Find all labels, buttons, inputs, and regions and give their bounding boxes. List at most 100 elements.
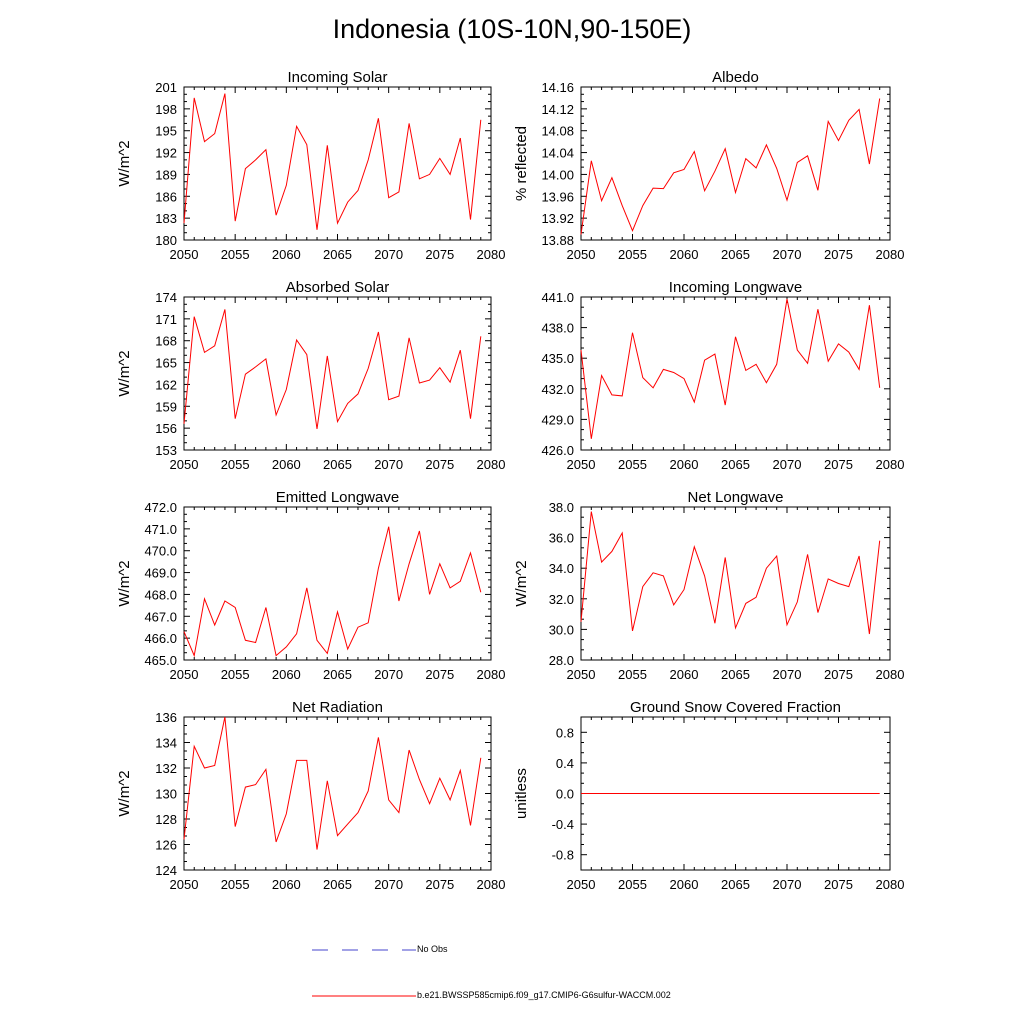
panel-title: Ground Snow Covered Fraction (630, 699, 841, 716)
x-tick-label: 2065 (721, 247, 750, 262)
panel-4: Emitted Longwave W/m^2 2050 2055 2060 2065 207… (116, 489, 505, 682)
x-tick-label: 2070 (773, 667, 802, 682)
y-tick-label: -0.4 (552, 817, 574, 832)
y-tick-label: 466.0 (144, 631, 177, 646)
y-tick-label: 189 (155, 167, 177, 182)
x-tick-label: 2080 (477, 877, 506, 892)
x-tick-label: 2070 (374, 247, 403, 262)
x-tick-label: 2055 (618, 457, 647, 472)
x-tick-label: 2080 (477, 667, 506, 682)
x-tick-label: 2060 (272, 877, 301, 892)
y-tick-label: 0.0 (556, 787, 574, 802)
y-tick-label: 153 (155, 443, 177, 458)
panel-6: Net Radiation W/m^2 2050 2055 2060 2065 2070 20… (116, 699, 505, 892)
x-tick-label: 2060 (272, 457, 301, 472)
y-tick-label: 467.0 (144, 609, 177, 624)
plot-frame (183, 716, 492, 871)
y-tick-label: 426.0 (541, 443, 574, 458)
x-tick-label: 2080 (477, 247, 506, 262)
y-tick-label: 38.0 (549, 500, 574, 515)
x-tick-label: 2070 (374, 667, 403, 682)
x-tick-label: 2075 (425, 247, 454, 262)
y-tick-label: 435.0 (541, 351, 574, 366)
x-tick-label: 2075 (425, 877, 454, 892)
x-tick-label: 2055 (618, 877, 647, 892)
y-tick-label: 201 (155, 80, 177, 95)
x-tick-label: 2075 (824, 877, 853, 892)
y-tick-label: 0.4 (556, 756, 574, 771)
panel-2: Absorbed Solar W/m^2 2050 2055 2060 2065 2070 2… (116, 279, 505, 472)
x-tick-label: 2080 (477, 457, 506, 472)
x-tick-label: 2055 (618, 667, 647, 682)
y-tick-label: 168 (155, 334, 177, 349)
x-tick-label: 2075 (824, 247, 853, 262)
y-tick-label: 472.0 (144, 500, 177, 515)
y-tick-label: 432.0 (541, 382, 574, 397)
x-tick-label: 2050 (170, 247, 199, 262)
y-tick-label: 174 (155, 290, 177, 305)
y-axis-label: W/m^2 (116, 770, 133, 816)
y-tick-label: 13.92 (541, 211, 574, 226)
y-axis-label: W/m^2 (116, 140, 133, 186)
x-tick-label: 2075 (425, 457, 454, 472)
x-tick-label: 2055 (618, 247, 647, 262)
y-tick-label: 186 (155, 189, 177, 204)
series-line (580, 98, 881, 235)
x-tick-label: 2080 (876, 667, 905, 682)
panel-title: Incoming Solar (287, 69, 387, 86)
y-tick-label: 192 (155, 146, 177, 161)
y-tick-label: 14.08 (541, 124, 574, 139)
panel-title: Incoming Longwave (669, 279, 802, 296)
x-tick-label: 2060 (670, 457, 699, 472)
x-tick-label: 2065 (721, 457, 750, 472)
x-tick-label: 2070 (773, 247, 802, 262)
y-tick-label: 14.12 (541, 102, 574, 117)
y-tick-label: 438.0 (541, 321, 574, 336)
y-axis-label: W/m^2 (116, 560, 133, 606)
y-tick-label: 14.04 (541, 146, 574, 161)
y-axis-label: W/m^2 (513, 560, 530, 606)
x-tick-label: 2075 (824, 457, 853, 472)
y-tick-label: 171 (155, 312, 177, 327)
plot-frame (183, 296, 492, 451)
x-tick-label: 2055 (221, 877, 250, 892)
y-tick-label: -0.8 (552, 848, 574, 863)
x-tick-label: 2065 (721, 877, 750, 892)
x-tick-label: 2075 (824, 667, 853, 682)
y-tick-label: 469.0 (144, 566, 177, 581)
series-line (580, 511, 881, 635)
x-tick-label: 2080 (876, 877, 905, 892)
figure-title: Indonesia (10S-10N,90-150E) (332, 14, 692, 44)
x-tick-label: 2080 (876, 457, 905, 472)
x-tick-label: 2080 (876, 247, 905, 262)
x-tick-label: 2050 (170, 457, 199, 472)
x-tick-label: 2050 (567, 247, 596, 262)
y-tick-label: 126 (155, 838, 177, 853)
y-tick-label: 13.88 (541, 233, 574, 248)
x-tick-label: 2070 (374, 457, 403, 472)
x-tick-label: 2060 (670, 877, 699, 892)
x-tick-label: 2055 (221, 457, 250, 472)
legend-no-obs-swatch (312, 949, 416, 951)
x-tick-label: 2050 (170, 667, 199, 682)
x-tick-label: 2060 (272, 667, 301, 682)
y-tick-label: 130 (155, 787, 177, 802)
y-tick-label: 468.0 (144, 587, 177, 602)
legend-model-run: b.e21.BWSSP585cmip6.f09_g17.CMIP6-G6sulf… (312, 988, 812, 1004)
x-tick-label: 2065 (323, 457, 352, 472)
panel-0: Incoming Solar W/m^2 2050 2055 2060 2065 2070 2… (116, 69, 505, 262)
panel-title: Net Radiation (292, 699, 383, 716)
panel-1: Albedo % reflected 2050 2055 2060 2065 2070 207… (513, 69, 904, 262)
x-tick-label: 2070 (374, 877, 403, 892)
y-tick-label: 28.0 (549, 653, 574, 668)
legend-no-obs: No Obs (312, 942, 512, 958)
y-tick-label: 183 (155, 211, 177, 226)
series-line (183, 309, 482, 429)
panel-5: Net Longwave W/m^2 2050 2055 2060 2065 2070 207… (513, 489, 904, 682)
panel-7: Ground Snow Covered Fraction unitless 2050… (513, 699, 904, 892)
y-tick-label: 30.0 (549, 622, 574, 637)
x-tick-label: 2065 (721, 667, 750, 682)
y-tick-label: 32.0 (549, 592, 574, 607)
y-tick-label: 465.0 (144, 653, 177, 668)
